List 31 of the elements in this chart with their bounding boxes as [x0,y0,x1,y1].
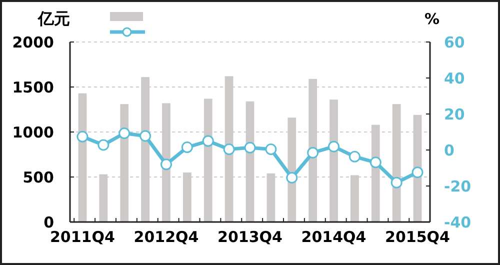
y-tick-label: 2000 [12,33,54,52]
y-tick-label: 1500 [12,78,54,96]
y2-tick-label: 60 [444,33,465,52]
x-tick-label: 2013Q4 [218,228,282,246]
point [286,172,298,184]
point [348,150,360,162]
point [265,144,277,156]
point [160,158,172,170]
point [202,135,214,147]
point [244,142,256,154]
y2-tick-label: 20 [444,105,465,124]
y-axis-title: 亿元 [37,9,70,28]
y2-tick-label: -20 [444,177,472,196]
point [181,142,193,154]
x-tick-label: 2012Q4 [134,228,199,246]
point [307,146,319,158]
point [76,130,88,142]
point [412,166,424,178]
point [140,130,152,142]
point [390,176,402,188]
y-tick-label: 1000 [12,123,54,142]
y2-axis-title: % [424,10,440,28]
point [118,128,130,140]
y2-tick-label: 40 [444,69,465,88]
point [370,156,382,168]
point [223,144,235,156]
y-tick-label: 500 [22,168,54,186]
y2-tick-label: 0 [444,141,454,160]
point [98,139,110,151]
x-tick-label: 2014Q4 [301,228,366,246]
point [328,140,340,152]
